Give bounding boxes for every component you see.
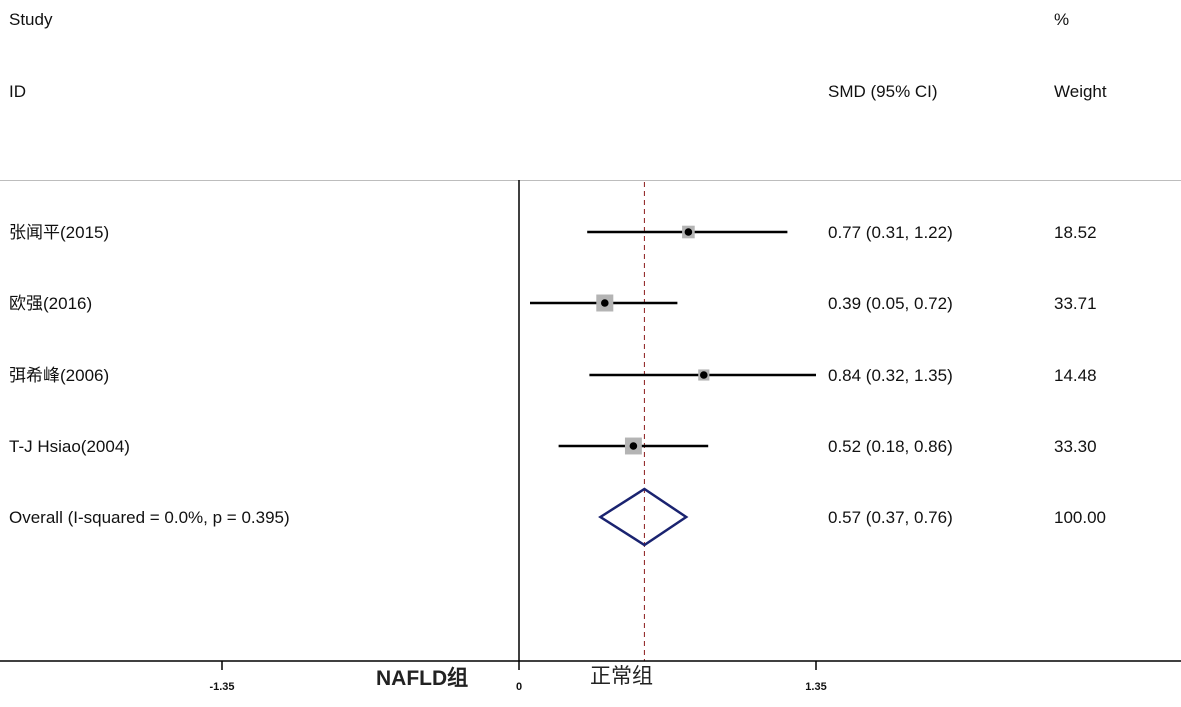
study-point-estimate xyxy=(629,442,638,450)
header-id-label: ID xyxy=(9,82,26,101)
study-label: 张闻平(2015) xyxy=(9,223,109,242)
study-weight-text: 18.52 xyxy=(1054,223,1097,242)
study-row: 张闻平(2015) 0.77 (0.31, 1.22) 18.52 xyxy=(9,223,1097,242)
x-tick-label: -1.35 xyxy=(209,681,234,693)
study-point-estimate xyxy=(601,299,609,307)
x-tick-label: 1.35 xyxy=(805,681,826,693)
study-row: 弭希峰(2006) 0.84 (0.32, 1.35) 14.48 xyxy=(9,366,1097,385)
header-percent-label: % xyxy=(1054,10,1069,29)
x-axis-ticks: -1.35 0 1.35 xyxy=(209,661,827,693)
study-label: 欧强(2016) xyxy=(9,294,92,313)
header-study-label: Study xyxy=(9,10,53,29)
study-ci-text: 0.84 (0.32, 1.35) xyxy=(828,366,953,385)
study-point-estimate xyxy=(684,228,693,236)
study-ci-text: 0.77 (0.31, 1.22) xyxy=(828,223,953,242)
overall-weight-text: 100.00 xyxy=(1054,508,1106,527)
study-ci-text: 0.39 (0.05, 0.72) xyxy=(828,294,953,313)
study-label: 弭希峰(2006) xyxy=(9,366,109,385)
group-label-nafld: NAFLD组 xyxy=(376,666,468,690)
study-row: T-J Hsiao(2004) 0.52 (0.18, 0.86) 33.30 xyxy=(9,437,1097,456)
study-label: T-J Hsiao(2004) xyxy=(9,437,130,456)
study-row: 欧强(2016) 0.39 (0.05, 0.72) 33.71 xyxy=(9,294,1097,313)
study-point-estimate xyxy=(700,371,708,379)
header-effect-label: SMD (95% CI) xyxy=(828,82,938,101)
group-label-normal: 正常组 xyxy=(590,665,653,688)
x-tick-label: 0 xyxy=(516,681,522,693)
overall-ci-text: 0.57 (0.37, 0.76) xyxy=(828,508,953,527)
overall-diamond xyxy=(598,487,689,547)
overall-row: Overall (I-squared = 0.0%, p = 0.395) 0.5… xyxy=(9,487,1106,547)
study-weight-text: 33.30 xyxy=(1054,437,1097,456)
overall-label: Overall (I-squared = 0.0%, p = 0.395) xyxy=(9,508,290,527)
study-ci-text: 0.52 (0.18, 0.86) xyxy=(828,437,953,456)
study-weight-text: 33.71 xyxy=(1054,294,1097,313)
study-weight-text: 14.48 xyxy=(1054,366,1097,385)
header-weight-label: Weight xyxy=(1054,82,1107,101)
study-rows: 张闻平(2015) 0.77 (0.31, 1.22) 18.52 欧强(2016) 0… xyxy=(9,223,1097,456)
